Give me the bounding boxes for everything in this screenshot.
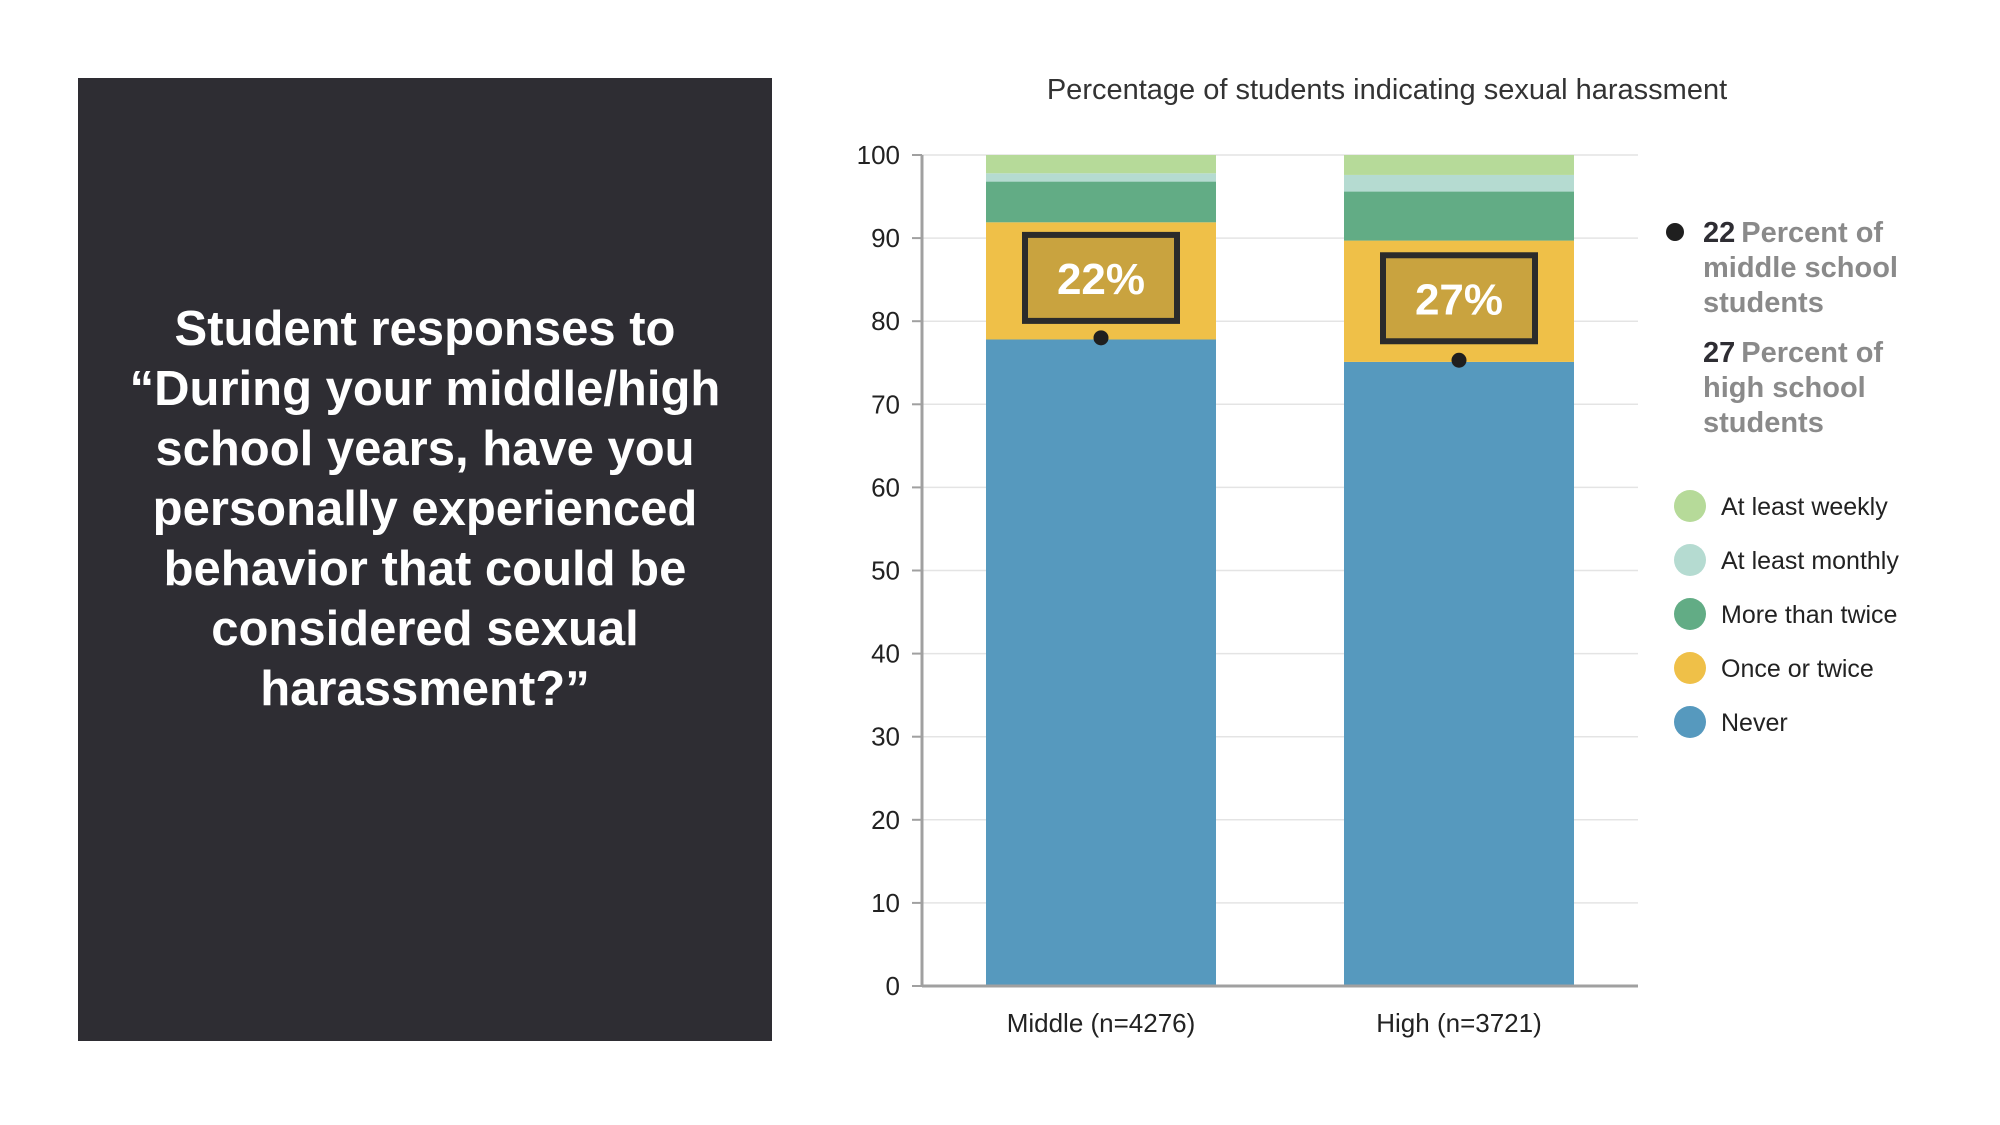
bar-segment-at-least-monthly	[1344, 174, 1574, 192]
bar-segment-at-least-weekly	[1344, 155, 1574, 175]
note-line: Percent of	[1741, 337, 1883, 369]
y-tick-label: 50	[871, 556, 900, 586]
highlight-box	[1022, 231, 1180, 324]
legend-label: More than twice	[1721, 601, 1897, 629]
bar-segment-never	[1344, 361, 1574, 986]
note-text: 27 Percent of high school students	[1703, 337, 1883, 439]
legend-label: Once or twice	[1721, 655, 1874, 683]
axes: 0 10 20 30 40 50 60 70 80 90 100 Middle (n=4276) Hig…	[857, 140, 1638, 1038]
y-tick-label: 40	[871, 639, 900, 669]
bar-segment-at-least-weekly	[986, 155, 1216, 174]
highlights: 22% 27%	[1022, 231, 1538, 368]
x-category-label: Middle (n=4276)	[1007, 1008, 1196, 1038]
legend-item: At least weekly	[1674, 490, 1888, 522]
note-text: 22 Percent of middle school students	[1703, 217, 1898, 319]
legend-item: Never	[1674, 706, 1788, 738]
highlight-box	[1380, 252, 1538, 345]
note-line: Percent of	[1741, 217, 1883, 249]
legend-item: At least monthly	[1674, 544, 1899, 576]
y-tick-label: 0	[886, 971, 900, 1001]
legend-item: More than twice	[1674, 598, 1897, 630]
legend-label: At least weekly	[1721, 493, 1888, 521]
bar-segment-never	[986, 339, 1216, 986]
x-category-label: High (n=3721)	[1376, 1008, 1542, 1038]
note-number: 22	[1703, 217, 1735, 249]
highlight-percent-label: 22%	[1057, 255, 1145, 304]
y-tick-label: 10	[871, 888, 900, 918]
annotation-note: 22 Percent of middle school students	[1666, 217, 1898, 319]
note-line: students	[1703, 407, 1824, 439]
legend-swatch	[1674, 706, 1706, 738]
bar-segment-more-than-twice	[986, 181, 1216, 223]
y-tick-label: 20	[871, 805, 900, 835]
y-tick-label: 80	[871, 306, 900, 336]
annotation-note: 27 Percent of high school students	[1703, 337, 1883, 439]
legend-label: Never	[1721, 709, 1788, 737]
chart-title: Percentage of students indicating sexual…	[1047, 74, 1727, 106]
y-tick-label: 30	[871, 722, 900, 752]
legend-swatch	[1674, 598, 1706, 630]
question-text: Student responses to “During your middle…	[129, 301, 721, 716]
bar-segment-at-least-monthly	[986, 173, 1216, 182]
bar-segment-more-than-twice	[1344, 191, 1574, 241]
note-number: 27	[1703, 337, 1735, 369]
highlight-marker-dot	[1451, 352, 1467, 368]
y-tick-label: 100	[857, 140, 900, 170]
legend-item: Once or twice	[1674, 652, 1874, 684]
legend: At least weekly At least monthly More than…	[1674, 490, 1899, 738]
note-line: students	[1703, 287, 1824, 319]
note-line: middle school	[1703, 252, 1898, 284]
y-tick-label: 90	[871, 223, 900, 253]
legend-swatch	[1674, 490, 1706, 522]
highlight-marker-dot	[1093, 330, 1109, 346]
note-marker-dot	[1666, 223, 1684, 241]
legend-swatch	[1674, 544, 1706, 576]
legend-label: At least monthly	[1721, 547, 1899, 575]
note-line: high school	[1703, 372, 1866, 404]
legend-swatch	[1674, 652, 1706, 684]
y-tick-label: 60	[871, 472, 900, 502]
highlight-percent-label: 27%	[1415, 275, 1503, 324]
question-panel: Student responses to “During your middle…	[78, 78, 772, 1041]
y-tick-label: 70	[871, 389, 900, 419]
